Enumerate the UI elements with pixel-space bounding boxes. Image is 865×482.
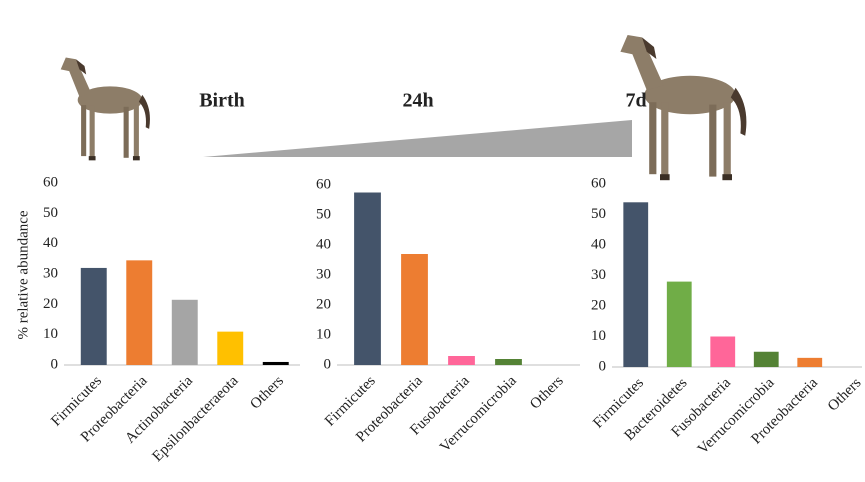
- stage-label: Birth: [199, 90, 245, 112]
- bar: [495, 359, 522, 365]
- y-tick-label: 40: [43, 235, 58, 251]
- bar: [710, 336, 736, 367]
- timeline-wedge: [203, 120, 632, 157]
- x-tick-label: Others: [247, 373, 287, 413]
- bar: [126, 260, 153, 365]
- y-tick-label: 40: [316, 236, 331, 252]
- foal-birth: [60, 57, 150, 161]
- bar: [217, 331, 244, 365]
- y-tick-label: 60: [591, 175, 606, 191]
- y-tick-label: 50: [316, 206, 331, 222]
- y-tick-label: 0: [51, 356, 59, 372]
- bar: [666, 281, 692, 367]
- x-tick-label: Verrucomicrobia: [695, 375, 778, 458]
- y-tick-label: 40: [591, 236, 606, 252]
- bar: [354, 192, 381, 365]
- stage-label: 24h: [402, 90, 433, 112]
- bar: [623, 202, 649, 367]
- x-tick-label: Others: [825, 375, 865, 415]
- y-tick-label: 0: [599, 358, 607, 374]
- bar: [401, 254, 428, 365]
- y-tick-label: 10: [316, 326, 331, 342]
- bar: [80, 267, 107, 365]
- bar: [797, 357, 823, 367]
- y-tick-label: 30: [591, 267, 606, 283]
- y-tick-label: 10: [591, 328, 606, 344]
- bar: [448, 356, 475, 365]
- y-tick-label: 60: [316, 176, 331, 192]
- y-tick-label: 50: [591, 206, 606, 222]
- y-tick-label: 30: [43, 265, 58, 281]
- bar: [262, 361, 289, 365]
- bar: [171, 299, 198, 365]
- y-tick-label: 60: [43, 174, 58, 190]
- bar: [753, 351, 779, 367]
- y-tick-label: 50: [43, 205, 58, 221]
- x-tick-label: Others: [527, 373, 567, 413]
- stage-label: 7d: [625, 90, 646, 112]
- y-tick-label: 30: [316, 266, 331, 282]
- y-tick-label: 20: [591, 297, 606, 313]
- y-tick-label: 20: [43, 296, 58, 312]
- y-tick-label: 10: [43, 326, 58, 342]
- x-tick-label: Epsilonbacteraeota: [149, 373, 241, 465]
- y-tick-label: 0: [324, 356, 332, 372]
- y-tick-label: 20: [316, 296, 331, 312]
- y-axis-label: % relative abundance: [15, 210, 31, 339]
